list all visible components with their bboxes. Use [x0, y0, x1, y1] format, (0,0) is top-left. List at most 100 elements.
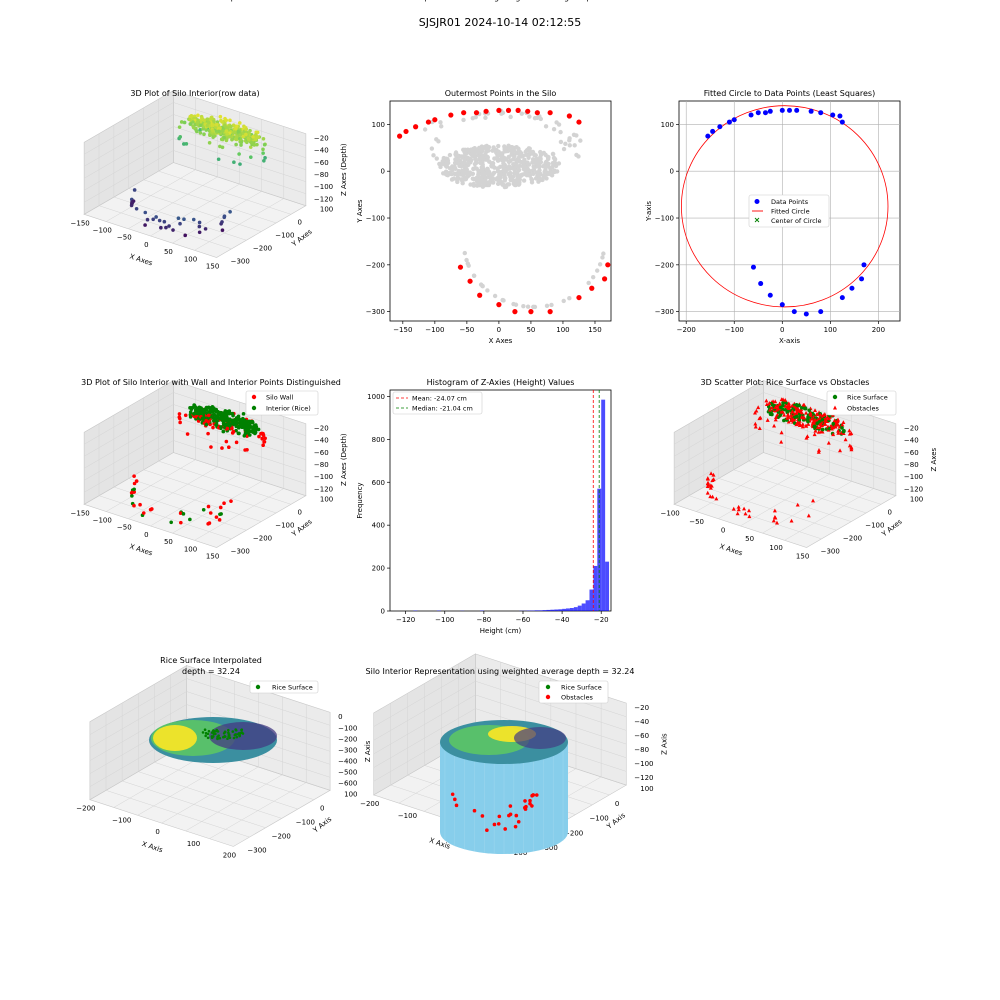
histogram-bar: [558, 609, 563, 611]
data-point: [245, 140, 249, 145]
obstacle-point: [813, 408, 818, 413]
obstacle-point: [773, 417, 778, 422]
x-tick-label: 150: [206, 553, 219, 561]
z-tick-label: −80: [314, 461, 329, 469]
x-tick-label: −50: [689, 518, 704, 526]
obstacle-point: [806, 513, 811, 518]
data-point: [517, 163, 522, 169]
interior-point: [240, 424, 244, 428]
data-point: [558, 139, 564, 145]
x-tick-label: 200: [223, 851, 236, 859]
data-point: [191, 125, 196, 130]
y-tick-label: −300: [231, 548, 250, 556]
wall-point: [132, 503, 136, 508]
obstacle-point: [819, 429, 824, 434]
rice-point: [227, 728, 230, 732]
y-tick-label: −100: [655, 215, 674, 223]
obstacle-point: [794, 411, 799, 416]
x-tick-label: −200: [677, 326, 696, 334]
data-point: [497, 172, 502, 177]
point-cloud: [129, 403, 267, 526]
rice-point: [820, 427, 825, 432]
z-tick-label: −40: [314, 147, 329, 155]
obstacle-point: [756, 405, 761, 410]
y-tick-label: 600: [372, 479, 385, 487]
outermost-point: [457, 264, 464, 270]
rice-point: [212, 735, 215, 738]
rice-point: [815, 421, 820, 426]
interior-point: [234, 422, 238, 426]
rice-point: [227, 731, 230, 734]
wall-point: [259, 431, 263, 436]
z-tick-label: −20: [314, 134, 329, 142]
histogram-bars: [413, 399, 610, 611]
data-point: [217, 129, 221, 134]
wall-point: [177, 415, 182, 419]
data-point: [182, 120, 187, 125]
rice-point: [234, 733, 237, 736]
x-tick-label: −100: [435, 616, 454, 624]
data-point: [179, 120, 184, 124]
wall-point: [130, 490, 134, 495]
obstacle-point: [772, 508, 777, 513]
rice-point: [227, 734, 231, 738]
y-tick-label: −300: [539, 844, 558, 852]
obstacle-point: [838, 448, 843, 453]
interior-point: [188, 415, 193, 419]
data-point: [208, 133, 212, 138]
rice-point: [240, 728, 244, 731]
obstacle-point: [816, 449, 821, 454]
data-point: [574, 133, 579, 138]
data-point: [497, 157, 502, 163]
rice-point: [778, 405, 783, 410]
wall-point: [183, 413, 188, 418]
outermost-point: [512, 309, 518, 315]
data-point: [600, 255, 605, 260]
data-point: [443, 169, 449, 174]
data-point: [263, 156, 267, 160]
obstacle-point: [765, 418, 770, 422]
z-tick-label: −60: [314, 449, 329, 457]
obstacle-point: [742, 506, 747, 511]
obstacle-point: [804, 410, 809, 415]
obstacle-point: [815, 412, 820, 416]
rice-point: [231, 730, 235, 733]
data-point: [244, 127, 249, 131]
data-point: [514, 144, 519, 150]
obstacle-point: [785, 412, 790, 417]
outermost-point: [589, 285, 595, 291]
obstacle-point: [779, 439, 784, 444]
obstacle-point: [780, 409, 785, 414]
data-point: [787, 107, 792, 113]
data-point: [517, 173, 522, 178]
legend-box: [538, 680, 609, 704]
z-tick-label: −120: [314, 485, 333, 493]
interior-point: [200, 410, 205, 414]
data-point: [767, 292, 773, 298]
data-point: [521, 178, 527, 183]
outermost-point: [534, 110, 540, 116]
data-point: [495, 181, 501, 187]
obstacle-point: [773, 415, 778, 419]
obstacle-point: [736, 507, 741, 512]
obstacle-point: [812, 432, 817, 437]
x-tick-label: −150: [71, 219, 90, 227]
data-point: [839, 119, 845, 125]
legend-label: Obstacles: [847, 405, 880, 413]
histogram-bar: [593, 565, 598, 611]
data-point: [134, 206, 139, 211]
chart-title: Rice Surface Interpolated: [160, 656, 262, 665]
histogram-bar: [534, 610, 539, 611]
outermost-point: [528, 309, 534, 315]
legend-box: [748, 194, 830, 228]
z-tick-label: −40: [904, 437, 919, 445]
data-point: [212, 119, 216, 124]
data-point: [485, 288, 490, 293]
outermost-point: [496, 302, 502, 308]
interior-point: [247, 433, 252, 437]
grid-line: [83, 102, 174, 155]
outermost-point: [496, 107, 502, 113]
interior-point: [181, 512, 186, 516]
rice-point: [794, 403, 799, 407]
obstacle-point: [768, 407, 773, 412]
